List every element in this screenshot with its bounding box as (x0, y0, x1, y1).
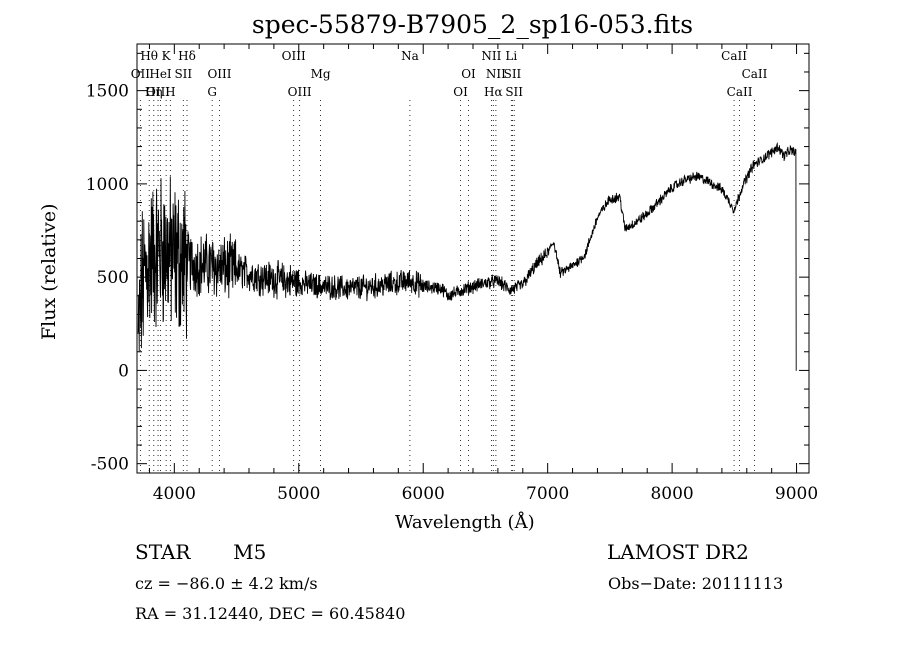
x-tick-label: 8000 (650, 484, 693, 504)
line-marker-label: SII (505, 85, 523, 99)
spectrum-line (137, 141, 797, 371)
line-marker-label: OIII (282, 49, 306, 63)
object-class: STAR M5 (135, 540, 266, 564)
x-tick-label: 4000 (153, 484, 196, 504)
line-marker-label: SII (504, 67, 522, 81)
line-marker-label: K (162, 49, 172, 63)
line-marker-label: Hθ (140, 49, 158, 63)
y-tick-label: -500 (91, 455, 129, 475)
chart-title: spec-55879-B7905_2_sp16-053.fits (251, 10, 694, 39)
y-axis-label: Flux (relative) (38, 203, 60, 341)
x-tick-label: 5000 (277, 484, 320, 504)
line-marker-label: OII (131, 67, 151, 81)
line-marker-label: Li (505, 49, 517, 63)
line-marker-label: NII (481, 49, 501, 63)
y-tick-label: 1500 (86, 82, 129, 102)
x-tick-label: 6000 (402, 484, 445, 504)
line-marker-label: NII (486, 67, 506, 81)
line-marker-label: OIII (146, 85, 170, 99)
line-marker-label: OIII (288, 85, 312, 99)
object-type: STAR (135, 540, 191, 564)
line-marker-label: OI (461, 67, 476, 81)
y-tick-label: 1000 (86, 175, 129, 195)
line-marker-label: CaII (742, 67, 768, 81)
line-marker-label: CaII (721, 49, 747, 63)
line-marker-label: OIII (207, 67, 231, 81)
line-marker-label: HeI (149, 67, 172, 81)
x-tick-label: 7000 (526, 484, 569, 504)
object-subclass: M5 (233, 540, 267, 564)
x-axis-label: Wavelength (Å) (395, 512, 535, 533)
redshift-label: cz = −86.0 ± 4.2 km/s (135, 574, 318, 593)
line-marker-label: Hα (484, 85, 503, 99)
obs-date-label: Obs−Date: 20111113 (608, 574, 784, 593)
coordinates-label: RA = 31.12440, DEC = 60.45840 (135, 604, 406, 623)
x-tick-label: 9000 (775, 484, 818, 504)
y-tick-label: 500 (97, 268, 129, 288)
line-marker-label: Mg (311, 67, 331, 81)
y-tick-label: 0 (118, 361, 129, 381)
line-marker-label: OI (453, 85, 468, 99)
line-marker-label: G (207, 85, 217, 99)
line-marker-label: Hδ (178, 49, 196, 63)
line-marker-label: SII (174, 67, 192, 81)
line-marker-label: Hη (145, 85, 163, 99)
line-marker-label: CaII (727, 85, 753, 99)
survey-label: LAMOST DR2 (607, 540, 749, 564)
plot-frame (136, 43, 810, 474)
line-marker-label: H (165, 85, 175, 99)
line-marker-label: Na (401, 49, 419, 63)
